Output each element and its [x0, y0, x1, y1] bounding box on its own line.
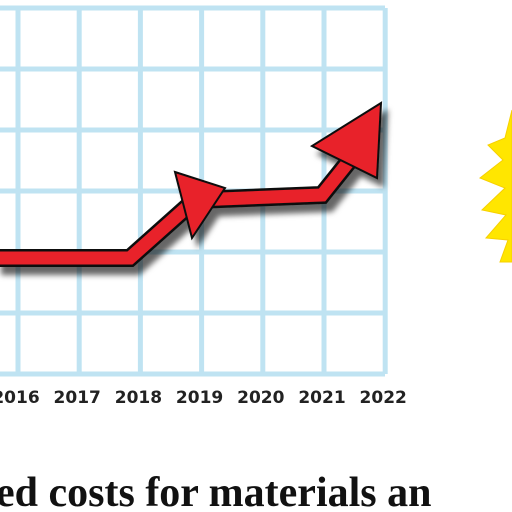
x-label: 2016 — [0, 388, 40, 408]
x-label: 2017 — [54, 388, 101, 408]
trend-arrow — [0, 101, 383, 267]
x-label: 2022 — [360, 388, 407, 408]
x-label: 2021 — [298, 388, 345, 408]
x-label: 2020 — [237, 388, 284, 408]
caption: ed costs for materials an — [0, 470, 431, 512]
sun — [479, 109, 512, 263]
x-label: 2019 — [176, 388, 223, 408]
x-label: 2018 — [115, 388, 162, 408]
x-labels: 2016 2017 2018 2019 2020 2021 2022 — [0, 388, 407, 408]
